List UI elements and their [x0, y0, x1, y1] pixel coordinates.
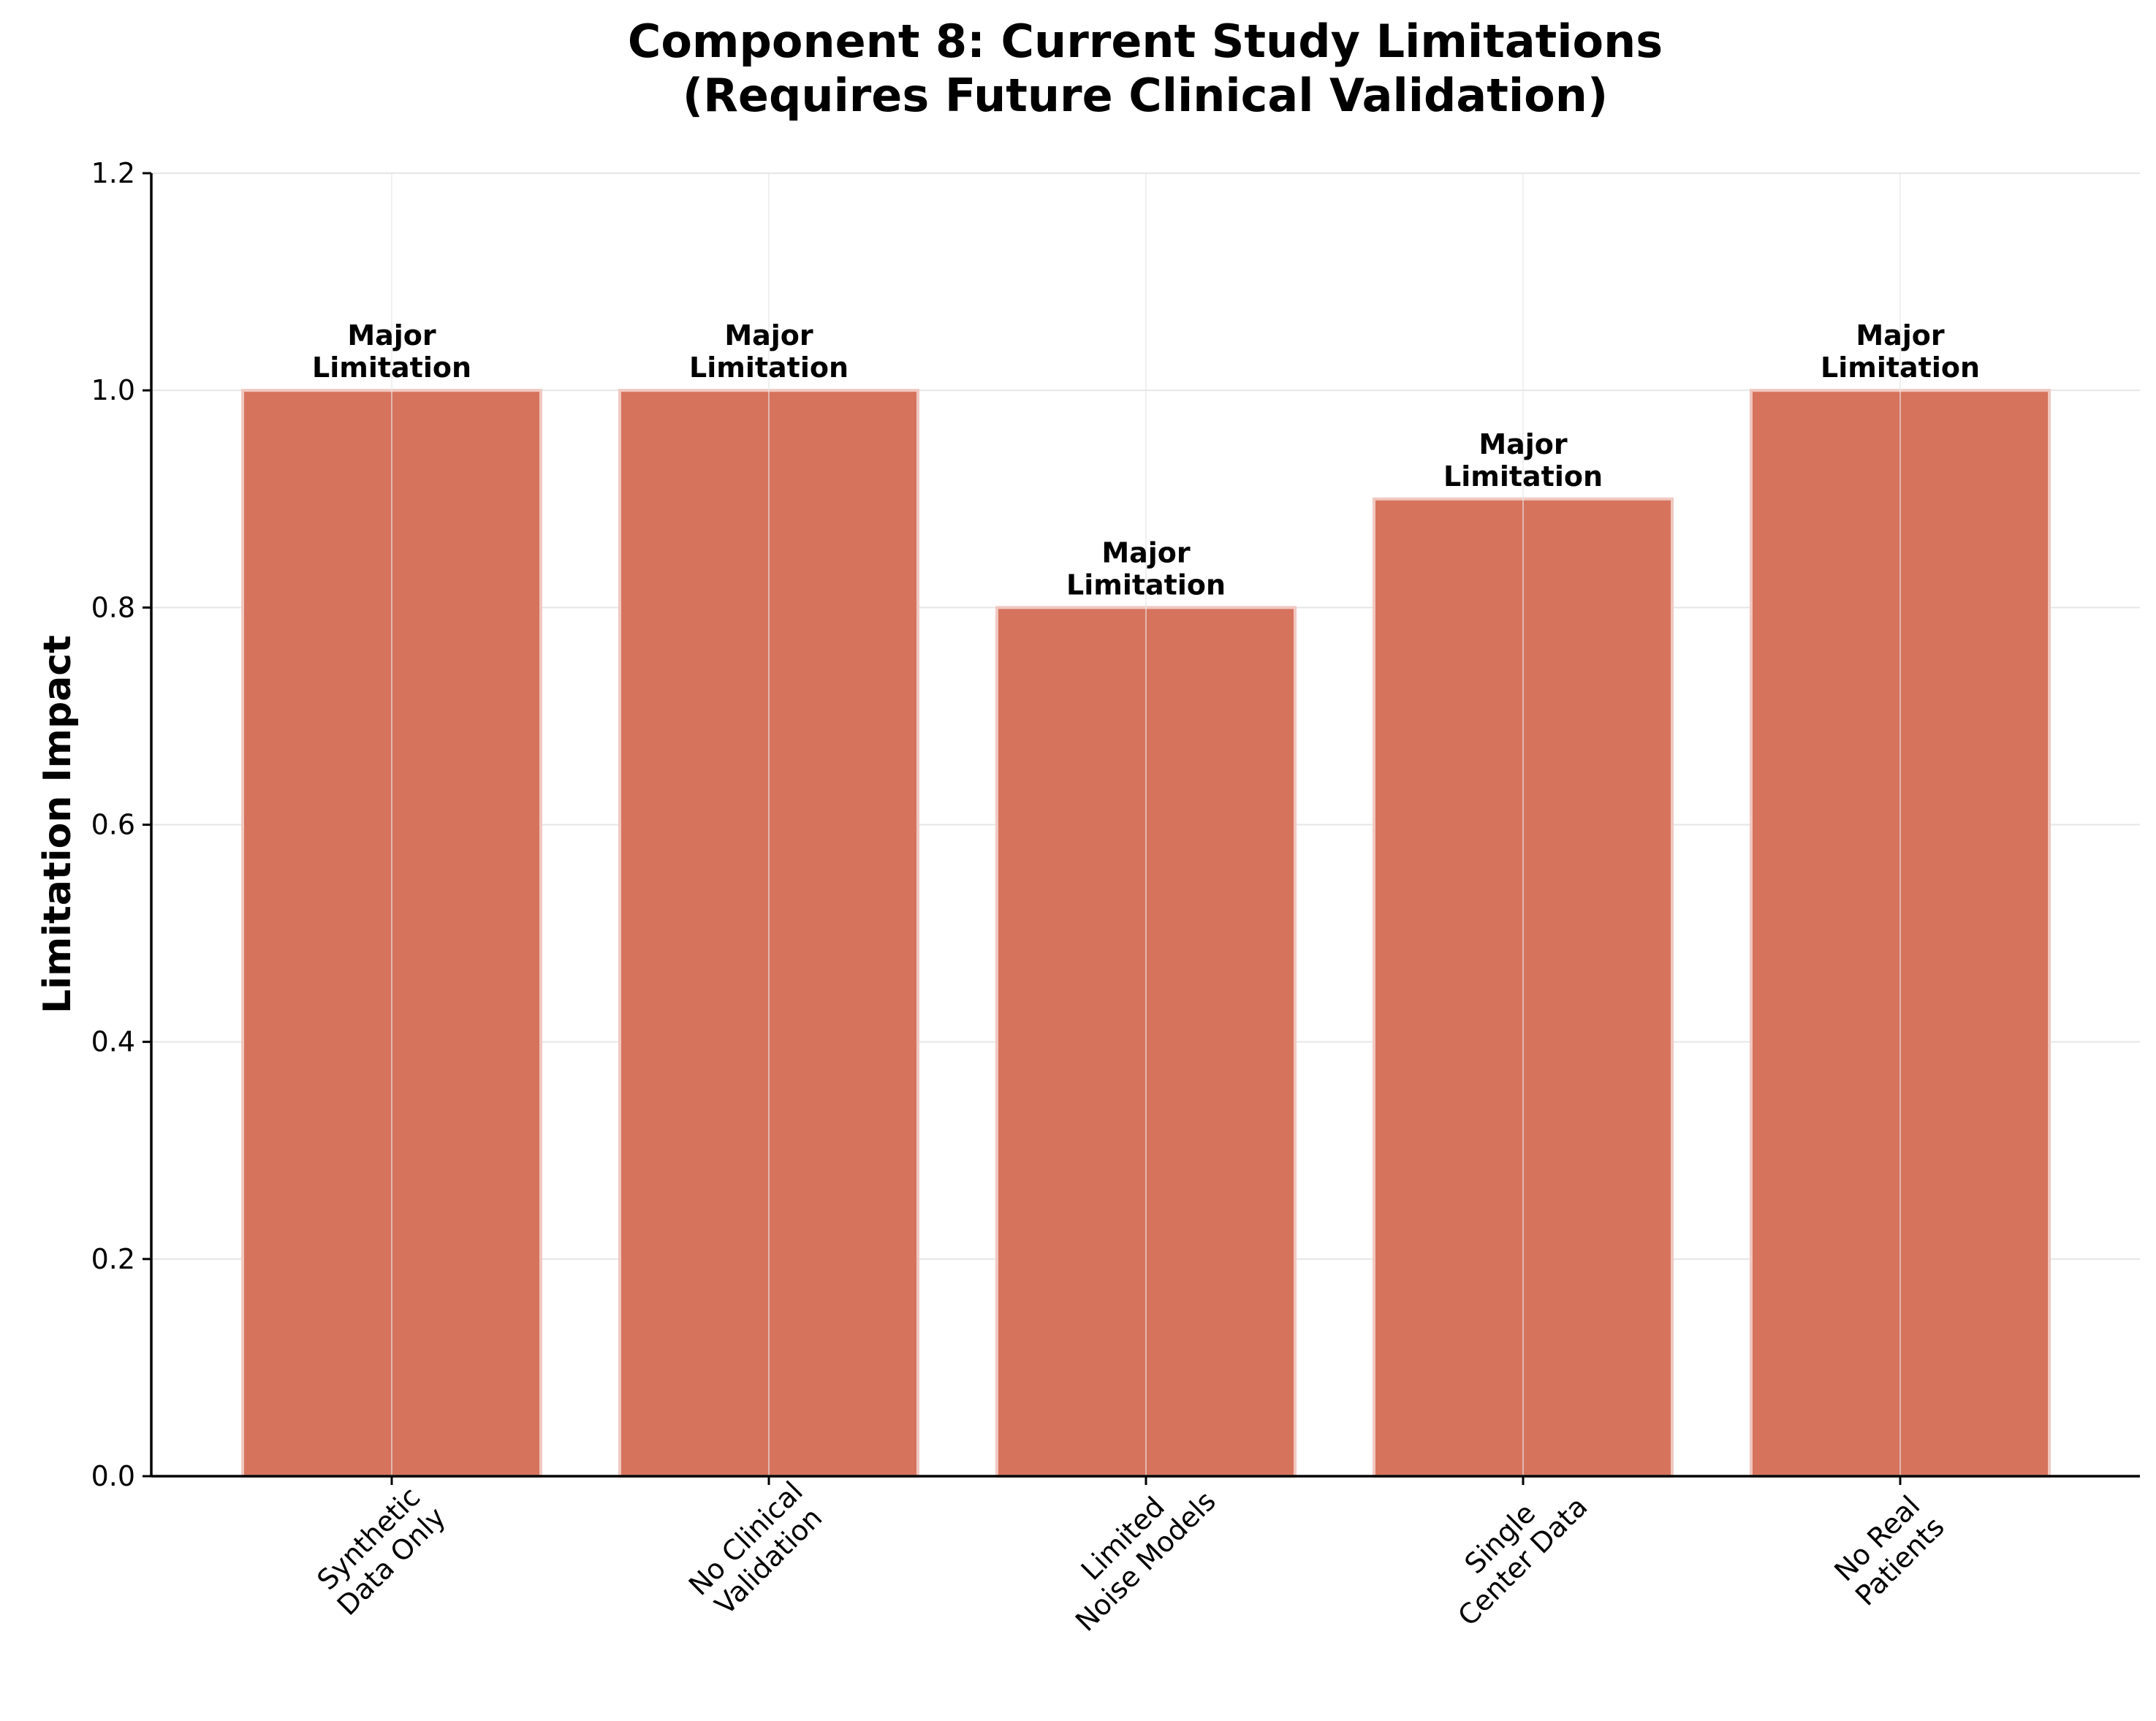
- bar-data-label: Major Limitation: [312, 319, 471, 384]
- bar-data-label: Major Limitation: [1443, 428, 1603, 493]
- y-tick-label: 1.0: [91, 374, 135, 406]
- y-tick-label: 0.6: [91, 809, 135, 841]
- x-tick-label: No RealPatients: [1826, 1488, 1951, 1612]
- y-tick-label: 0.8: [91, 591, 135, 623]
- y-tick-label: 0.0: [91, 1460, 135, 1492]
- chart-title: Component 8: Current Study Limitations (R…: [628, 15, 1663, 122]
- x-tick-label: SyntheticData Only: [308, 1478, 452, 1622]
- bar-data-label: Major Limitation: [1821, 319, 1980, 384]
- x-tick-label: LimitedNoise Models: [1047, 1462, 1222, 1638]
- x-tick-label: SingleCenter Data: [1429, 1467, 1593, 1632]
- y-tick-label: 1.2: [91, 157, 135, 189]
- axes: [143, 172, 2140, 1485]
- bar-data-label: Major Limitation: [1066, 536, 1226, 601]
- bars: [241, 173, 2051, 1478]
- y-tick-label: 0.2: [91, 1243, 135, 1275]
- y-axis-label: Limitation Impact: [36, 635, 80, 1014]
- bar-data-label: Major Limitation: [689, 319, 849, 384]
- x-tick-label: No ClinicalValidation: [683, 1475, 832, 1625]
- y-tick-label: 0.4: [91, 1026, 135, 1058]
